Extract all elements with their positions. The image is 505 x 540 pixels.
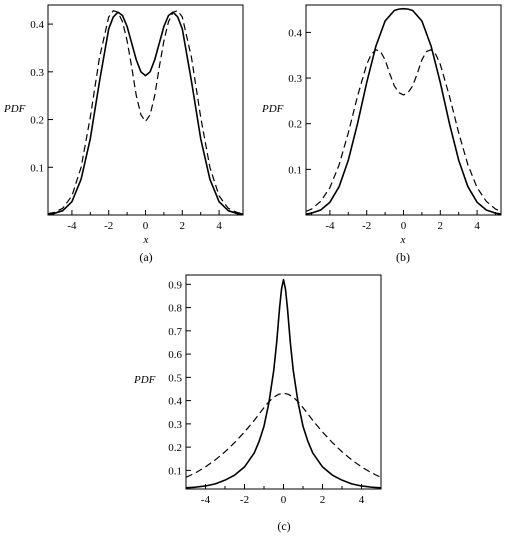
y-tick-label: 0.3 [288,73,302,85]
y-tick-label: 0.2 [30,115,44,127]
x-tick-label: 4 [359,494,365,506]
x-axis-label: x [400,234,406,246]
y-tick-label: 0.3 [168,419,182,431]
solid-series-line [306,7,501,215]
y-tick-label: 0.1 [30,162,44,174]
x-tick-label: -2 [240,494,249,506]
chart-panel-3: -4 -2 0 2 4 0.1 0.2 0.3 0.4 0.5 0.6 0.7 0.8 0.9 PDF (c) [133,274,382,533]
y-tick-label: 0.4 [30,19,44,31]
x-tick-label: -2 [104,220,113,232]
dashed-series-line [48,10,243,215]
y-axis-label: PDF [3,103,26,115]
y-tick-label: 0.1 [288,164,302,176]
plot-frame [305,4,502,216]
x-tick-label: -4 [201,494,211,506]
y-tick-label: 0.4 [168,396,182,408]
chart-panel-1: -4 -2 0 2 4 0.1 0.2 0.3 0.4 PDF x (a) [3,4,244,264]
y-tick-label: 0.1 [168,465,182,477]
y-axis-label: PDF [261,103,284,115]
x-axis-label: x [143,234,149,246]
x-tick-label: 4 [474,220,480,232]
x-tick-label: 0 [401,220,407,232]
panel-caption: (a) [139,250,152,264]
dashed-series-line [186,392,381,478]
y-tick-label: 0.2 [288,119,302,131]
x-tick-label: 2 [438,220,444,232]
dashed-series-line [306,49,501,212]
y-tick-label: 0.2 [168,442,182,454]
y-tick-label: 0.3 [30,67,44,79]
solid-series-line [48,11,243,215]
x-tick-label: 0 [281,494,287,506]
solid-series-line [186,278,381,489]
y-tick-label: 0.4 [288,27,302,39]
panel-caption: (c) [277,519,290,533]
y-axis-label: PDF [133,374,156,386]
x-tick-label: -4 [67,220,77,232]
x-tick-label: 4 [216,220,222,232]
x-tick-label: 0 [143,220,149,232]
x-tick-label: -2 [362,220,371,232]
y-tick-label: 0.6 [168,349,182,361]
y-tick-label: 0.7 [168,326,182,338]
x-tick-label: 2 [320,494,326,506]
y-tick-label: 0.5 [168,372,182,384]
chart-panel-2: -4 -2 0 2 4 0.1 0.2 0.3 0.4 PDF x (b) [261,4,502,264]
y-tick-label: 0.8 [168,303,182,315]
plot-frame [47,4,244,216]
x-tick-label: -4 [325,220,335,232]
x-tick-label: 2 [180,220,186,232]
panel-caption: (b) [396,250,410,264]
y-tick-label: 0.9 [168,279,182,291]
plot-frame [185,274,382,490]
